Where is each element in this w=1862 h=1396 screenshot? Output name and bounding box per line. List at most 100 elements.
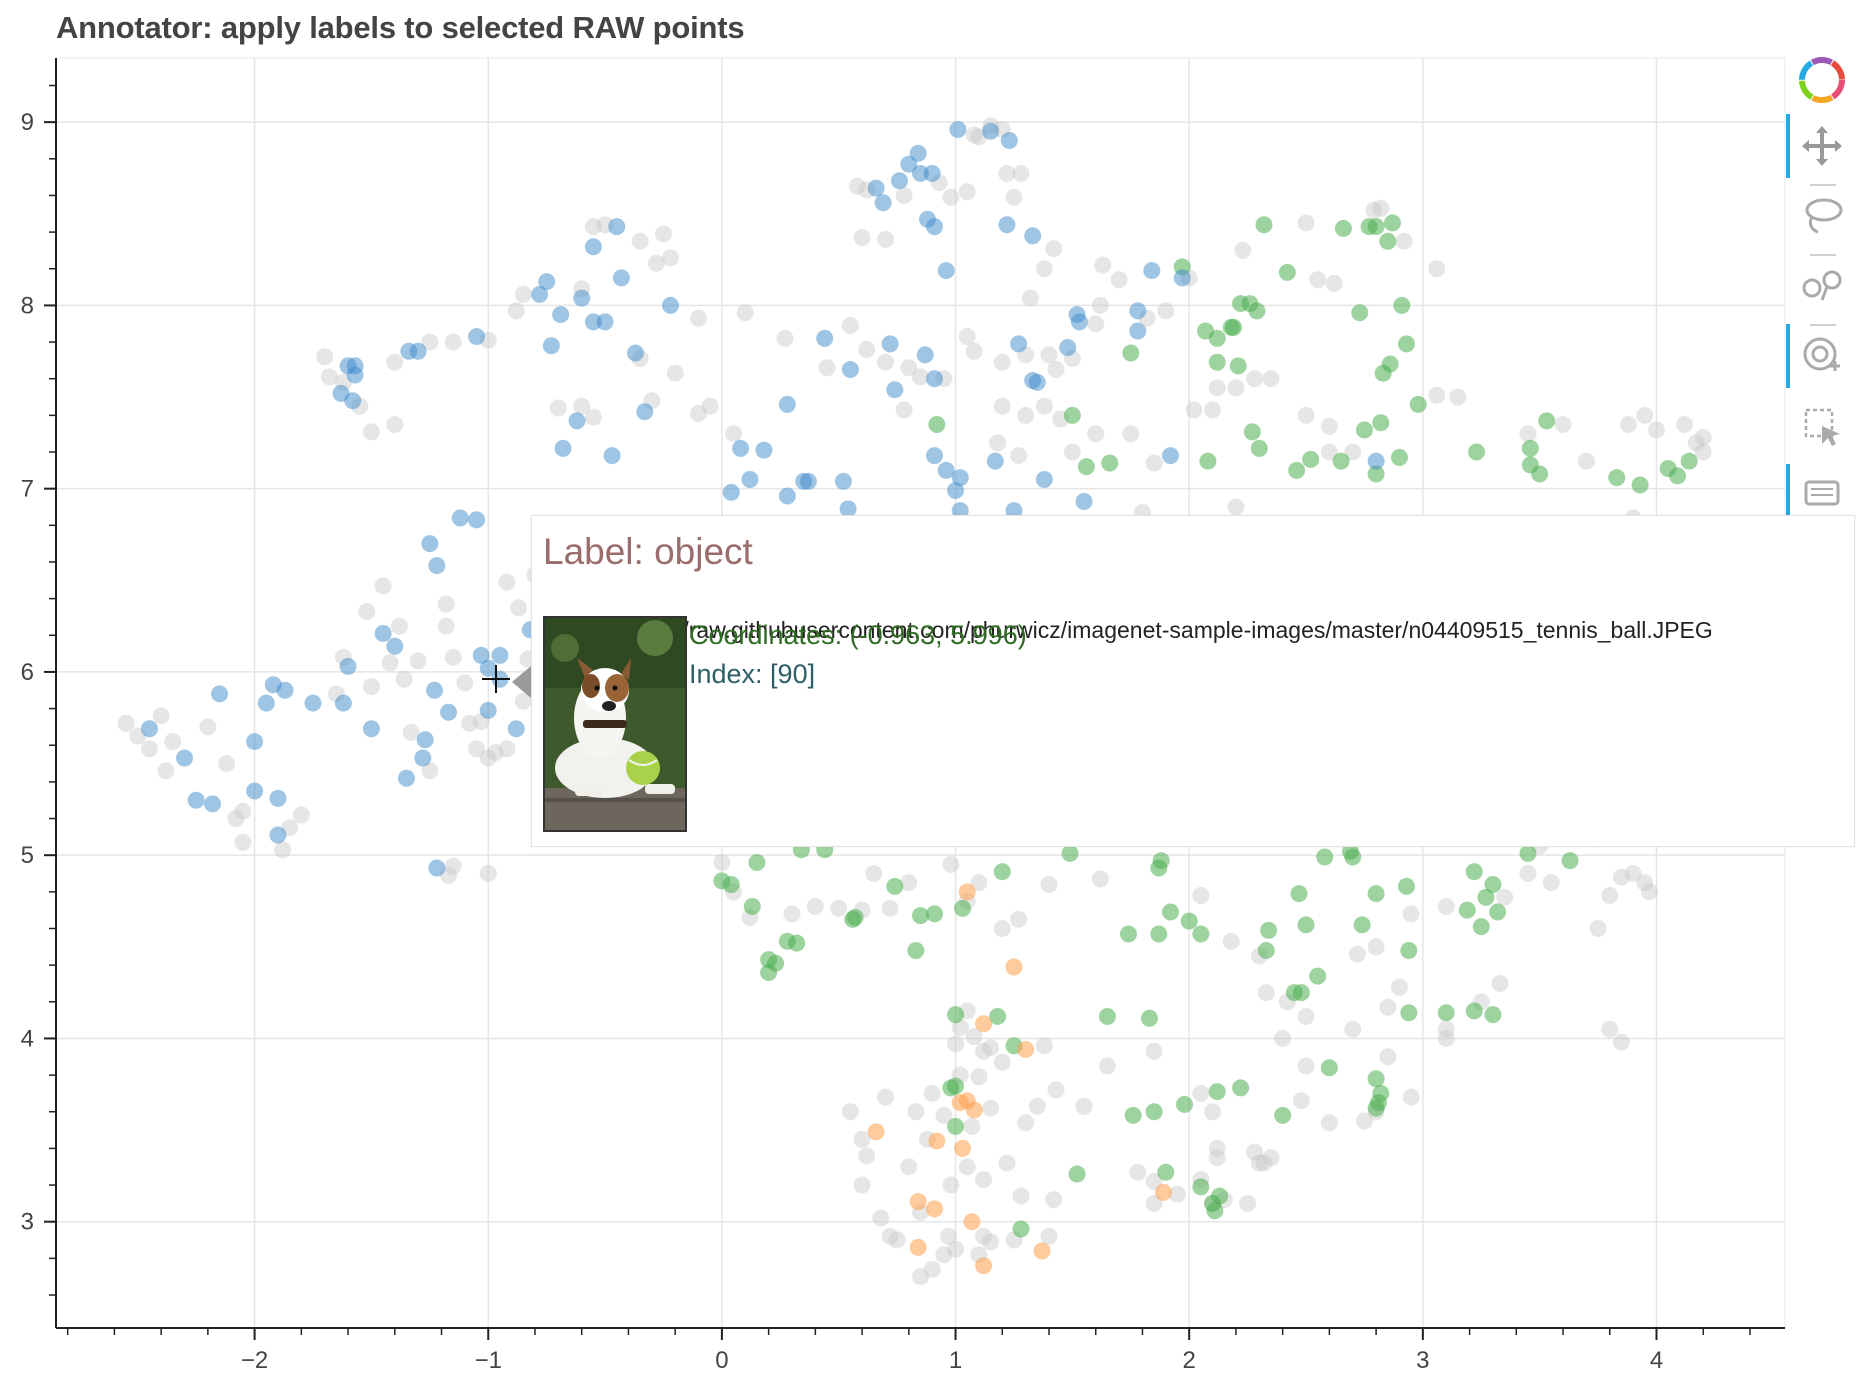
scatter-point-object[interactable]: [479, 659, 497, 677]
scatter-point-raw[interactable]: [479, 749, 497, 767]
scatter-point-raw[interactable]: [1063, 443, 1081, 461]
scatter-point-animal[interactable]: [1379, 232, 1397, 250]
scatter-point-raw[interactable]: [848, 177, 866, 195]
scatter-point-raw[interactable]: [872, 1209, 890, 1227]
scatter-point-animal[interactable]: [1669, 467, 1687, 485]
scatter-point-raw[interactable]: [947, 1240, 965, 1258]
scatter-point-raw[interactable]: [1542, 874, 1560, 892]
scatter-point-raw[interactable]: [437, 617, 455, 635]
scatter-point-raw[interactable]: [942, 855, 960, 873]
scatter-point-object[interactable]: [732, 439, 750, 457]
scatter-point-animal[interactable]: [1255, 216, 1273, 234]
scatter-point-raw[interactable]: [951, 1018, 969, 1036]
scatter-point-object[interactable]: [1367, 452, 1385, 470]
scatter-point-object[interactable]: [479, 701, 497, 719]
scatter-point-object[interactable]: [636, 403, 654, 421]
scatter-point-object[interactable]: [608, 218, 626, 236]
scatter-point-raw[interactable]: [858, 1147, 876, 1165]
scatter-point-object[interactable]: [1070, 313, 1088, 331]
scatter-point-raw[interactable]: [912, 1268, 929, 1286]
scatter-point-raw[interactable]: [1040, 1227, 1058, 1245]
scatter-point-raw[interactable]: [806, 897, 824, 915]
scatter-point-raw[interactable]: [958, 1158, 976, 1176]
scatter-point-animal[interactable]: [1274, 1106, 1292, 1124]
scatter-point-animal[interactable]: [1332, 452, 1350, 470]
scatter-point-raw[interactable]: [227, 810, 245, 828]
scatter-point-object[interactable]: [951, 502, 969, 520]
scatter-point-raw[interactable]: [900, 1158, 918, 1176]
scatter-point-raw[interactable]: [895, 186, 913, 204]
scatter-point-object[interactable]: [603, 447, 621, 465]
scatter-point-animal[interactable]: [1257, 941, 1275, 959]
scatter-point-raw[interactable]: [510, 599, 528, 617]
scatter-point-raw[interactable]: [1035, 1037, 1053, 1055]
scatter-point-object[interactable]: [986, 452, 1004, 470]
scatter-point-raw[interactable]: [1045, 1191, 1063, 1209]
scatter-point-raw[interactable]: [1098, 1057, 1116, 1075]
scatter-point-object[interactable]: [834, 472, 852, 490]
scatter-point-animal[interactable]: [1068, 1165, 1086, 1183]
scatter-point-animal[interactable]: [1243, 423, 1261, 441]
scatter-point-animal[interactable]: [1211, 1187, 1229, 1205]
scatter-point-object[interactable]: [937, 461, 955, 479]
scatter-point-raw[interactable]: [1047, 1081, 1065, 1099]
scatter-point-raw[interactable]: [437, 595, 455, 613]
scatter-point-raw[interactable]: [970, 1068, 988, 1086]
scatter-point-raw[interactable]: [1379, 998, 1397, 1016]
scatter-point-object[interactable]: [468, 328, 486, 346]
scatter-point-raw[interactable]: [1005, 188, 1023, 206]
scatter-point-object[interactable]: [612, 269, 630, 287]
scatter-point-raw[interactable]: [1204, 1103, 1222, 1121]
scatter-point-animal[interactable]: [1397, 335, 1415, 353]
scatter-point-object[interactable]: [507, 720, 525, 738]
scatter-point-animal[interactable]: [1367, 465, 1385, 483]
scatter-point-animal[interactable]: [1367, 218, 1385, 236]
scatter-point-raw[interactable]: [1246, 1143, 1264, 1161]
scatter-point-raw[interactable]: [1145, 454, 1163, 472]
scatter-point-raw[interactable]: [1094, 256, 1112, 274]
lasso-select-icon[interactable]: [1790, 184, 1854, 248]
scatter-point-raw[interactable]: [993, 919, 1011, 937]
scatter-point-object[interactable]: [867, 179, 885, 197]
scatter-point-object[interactable]: [949, 120, 967, 138]
scatter-point-object[interactable]: [187, 791, 205, 809]
scatter-point-raw[interactable]: [783, 905, 801, 923]
hover-icon[interactable]: [1786, 464, 1854, 528]
scatter-point-animal[interactable]: [743, 897, 761, 915]
scatter-point-object[interactable]: [1059, 339, 1077, 357]
scatter-point-animal[interactable]: [1061, 844, 1079, 862]
scatter-point-animal[interactable]: [1232, 1079, 1250, 1097]
scatter-point-food[interactable]: [867, 1123, 885, 1141]
scatter-point-object[interactable]: [386, 637, 404, 655]
scatter-point-animal[interactable]: [1367, 885, 1385, 903]
scatter-point-raw[interactable]: [1227, 498, 1245, 516]
scatter-point-raw[interactable]: [701, 397, 719, 415]
scatter-point-object[interactable]: [1010, 335, 1028, 353]
scatter-point-animal[interactable]: [1150, 859, 1168, 877]
scatter-point-raw[interactable]: [853, 1176, 871, 1194]
scatter-point-raw[interactable]: [1636, 406, 1654, 424]
scatter-point-raw[interactable]: [1017, 406, 1035, 424]
scatter-point-animal[interactable]: [1393, 296, 1411, 314]
scatter-point-animal[interactable]: [1320, 1059, 1338, 1077]
scatter-point-animal[interactable]: [1180, 912, 1198, 930]
scatter-point-object[interactable]: [428, 859, 446, 877]
scatter-point-object[interactable]: [661, 296, 679, 314]
scatter-point-raw[interactable]: [1437, 1029, 1455, 1047]
scatter-point-raw[interactable]: [117, 714, 135, 732]
scatter-point-animal[interactable]: [767, 954, 785, 972]
scatter-point-raw[interactable]: [152, 707, 170, 725]
scatter-point-raw[interactable]: [963, 1117, 981, 1135]
scatter-point-raw[interactable]: [776, 329, 794, 347]
scatter-point-raw[interactable]: [1519, 425, 1537, 443]
scatter-point-raw[interactable]: [1449, 388, 1467, 406]
scatter-point-raw[interactable]: [1075, 1097, 1093, 1115]
bokeh-logo-icon[interactable]: [1790, 48, 1854, 112]
scatter-point-raw[interactable]: [982, 1039, 1000, 1057]
scatter-point-raw[interactable]: [725, 425, 743, 443]
scatter-point-raw[interactable]: [320, 368, 338, 386]
scatter-point-raw[interactable]: [1157, 302, 1175, 320]
scatter-point-raw[interactable]: [386, 416, 404, 434]
scatter-point-raw[interactable]: [923, 1084, 941, 1102]
scatter-point-animal[interactable]: [1012, 1220, 1030, 1238]
